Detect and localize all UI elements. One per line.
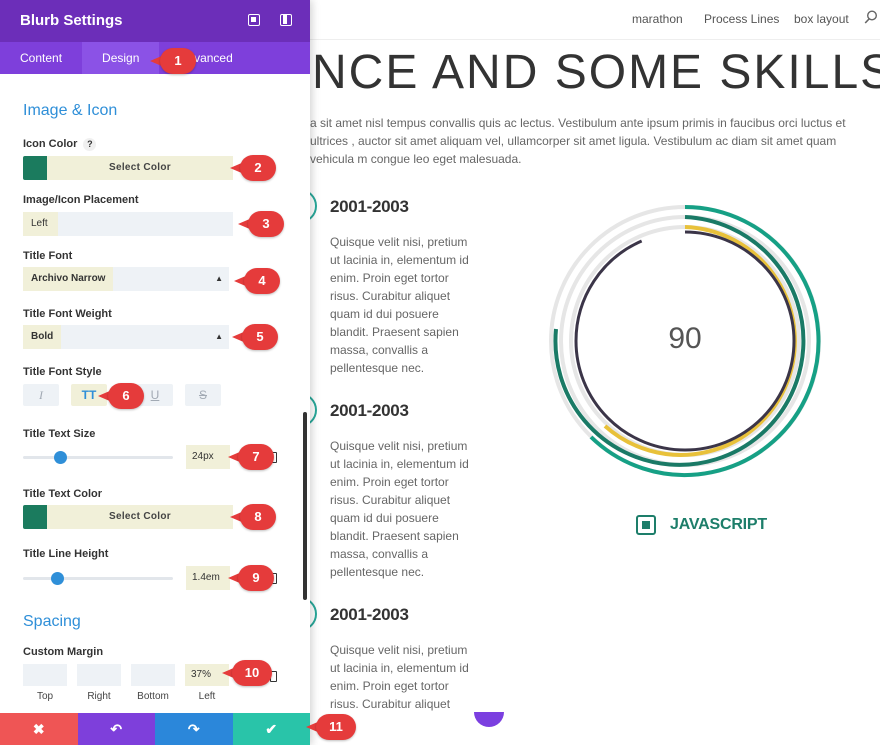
- tab-content[interactable]: Content: [20, 51, 63, 65]
- section-heading: NCE AND SOME SKILLS: [312, 46, 880, 99]
- title-color-swatch[interactable]: [23, 505, 47, 529]
- icon-color-swatch[interactable]: [23, 156, 47, 180]
- step-marker-5: 5: [232, 324, 278, 350]
- title-color-picker[interactable]: Select Color: [23, 505, 233, 529]
- panel-title: Blurb Settings: [20, 12, 123, 29]
- margin-bottom-label: Bottom: [137, 691, 169, 702]
- square-bullet-icon: [636, 515, 656, 535]
- panel-body: Image & Icon Icon Color? Select Color Im…: [0, 74, 310, 713]
- margin-top: Top: [23, 664, 67, 702]
- select-caret-icon: ▲: [215, 274, 223, 283]
- redo-button[interactable]: ↷: [155, 713, 233, 745]
- panel-footer: ✖ ↶ ↷ ✔: [0, 713, 310, 745]
- skill-ring-chart: [549, 205, 821, 477]
- title-size-input[interactable]: 24px: [186, 445, 230, 469]
- margin-top-label: Top: [36, 691, 54, 702]
- strikethrough-button[interactable]: S: [185, 384, 221, 406]
- section-title-spacing[interactable]: Spacing: [23, 613, 81, 630]
- icon-select-color-button[interactable]: Select Color: [47, 156, 233, 180]
- tab-design[interactable]: Design: [82, 42, 160, 74]
- timeline-item-title: 2001-2003: [330, 197, 409, 216]
- icon-color-picker[interactable]: Select Color: [23, 156, 233, 180]
- nav-link-box-layout[interactable]: box layout: [794, 12, 849, 26]
- panel-header: Blurb Settings: [0, 0, 310, 42]
- nav-link-marathon[interactable]: marathon: [632, 12, 683, 26]
- step-marker-6: 6: [98, 383, 144, 409]
- timeline-item-text: Quisque velit nisi, pretium ut lacinia i…: [330, 643, 469, 711]
- margin-right-label: Right: [87, 691, 111, 702]
- sidebar-toggle-icon[interactable]: [280, 14, 292, 26]
- step-marker-11: 11: [306, 714, 356, 740]
- italic-button[interactable]: I: [23, 384, 59, 406]
- title-font-value: Archivo Narrow: [23, 267, 114, 291]
- custom-margin-inputs: Top Right Bottom 37% Left: [23, 664, 229, 702]
- title-style-label: Title Font Style: [23, 366, 102, 378]
- ring-arc-second: [553, 215, 806, 467]
- timeline-item-text: Quisque velit nisi, pretium ut lacinia i…: [330, 235, 469, 375]
- skill-legend: JAVASCRIPT: [636, 515, 767, 535]
- margin-left-input[interactable]: 37%: [185, 664, 229, 686]
- step-marker-10: 10: [222, 660, 272, 686]
- help-icon[interactable]: ?: [83, 138, 97, 151]
- title-font-select[interactable]: Archivo Narrow ▲: [23, 267, 229, 291]
- ring-arc-outer: [589, 205, 821, 477]
- slider-thumb[interactable]: [54, 451, 67, 464]
- timeline-item: 2001-2003 Quisque velit nisi, pretium ut…: [330, 197, 480, 377]
- save-button[interactable]: ✔: [232, 713, 310, 745]
- panel-scrollbar[interactable]: [303, 412, 307, 600]
- step-marker-8: 8: [230, 504, 276, 530]
- margin-right: Right: [77, 664, 121, 702]
- line-height-slider[interactable]: [23, 572, 173, 585]
- icon-color-label: Icon Color?: [23, 138, 97, 151]
- undo-button[interactable]: ↶: [77, 713, 155, 745]
- step-marker-3: 3: [238, 211, 284, 237]
- step-marker-2: 2: [230, 155, 276, 181]
- title-weight-label: Title Font Weight: [23, 308, 112, 320]
- step-marker-7: 7: [228, 444, 274, 470]
- placement-select[interactable]: Left: [23, 212, 233, 236]
- title-color-label: Title Text Color: [23, 488, 103, 500]
- title-weight-value: Bold: [23, 325, 62, 349]
- blurb-settings-panel: Blurb Settings Content Design Advanced I…: [0, 0, 310, 745]
- title-weight-select[interactable]: Bold ▲: [23, 325, 229, 349]
- skill-ring-value: 90: [668, 322, 702, 355]
- margin-right-input[interactable]: [77, 664, 121, 686]
- discard-button[interactable]: ✖: [0, 713, 78, 745]
- slider-thumb[interactable]: [51, 572, 64, 585]
- step-marker-9: 9: [228, 565, 274, 591]
- margin-left: 37% Left: [185, 664, 229, 702]
- search-icon[interactable]: [864, 10, 878, 24]
- placement-label: Image/Icon Placement: [23, 194, 139, 206]
- title-font-label: Title Font: [23, 250, 73, 262]
- site-navigation: marathon Process Lines box layout: [0, 0, 880, 40]
- custom-margin-label: Custom Margin: [23, 646, 104, 658]
- step-marker-1: 1: [150, 48, 196, 74]
- line-height-label: Title Line Height: [23, 548, 109, 560]
- timeline-item: 2001-2003 Quisque velit nisi, pretium ut…: [330, 401, 480, 581]
- line-height-input[interactable]: 1.4em: [186, 566, 230, 590]
- margin-bottom-input[interactable]: [131, 664, 175, 686]
- timeline-item-text: Quisque velit nisi, pretium ut lacinia i…: [330, 439, 469, 579]
- section-title-image-icon[interactable]: Image & Icon: [23, 102, 118, 119]
- nav-link-process-lines[interactable]: Process Lines: [704, 12, 780, 26]
- timeline-item: 2001-2003 Quisque velit nisi, pretium ut…: [330, 605, 480, 713]
- title-select-color-button[interactable]: Select Color: [47, 505, 233, 529]
- title-size-label: Title Text Size: [23, 428, 96, 440]
- section-intro-text: a sit amet nisl tempus convallis quis ac…: [310, 116, 846, 166]
- title-size-slider[interactable]: [23, 451, 173, 464]
- select-caret-icon: ▲: [215, 332, 223, 341]
- timeline-item-title: 2001-2003: [330, 605, 409, 624]
- title-style-buttons: I TT U S: [23, 384, 221, 406]
- margin-left-label: Left: [198, 691, 216, 702]
- underline-button[interactable]: U: [137, 384, 173, 406]
- timeline-item-title: 2001-2003: [330, 401, 409, 420]
- placement-value: Left: [23, 212, 58, 236]
- margin-top-input[interactable]: [23, 664, 67, 686]
- step-marker-4: 4: [234, 268, 280, 294]
- margin-bottom: Bottom: [131, 664, 175, 702]
- expand-icon[interactable]: [248, 14, 260, 26]
- skill-label: JAVASCRIPT: [670, 516, 767, 533]
- add-module-button[interactable]: [474, 712, 504, 727]
- ring-arc-dark: [574, 230, 796, 452]
